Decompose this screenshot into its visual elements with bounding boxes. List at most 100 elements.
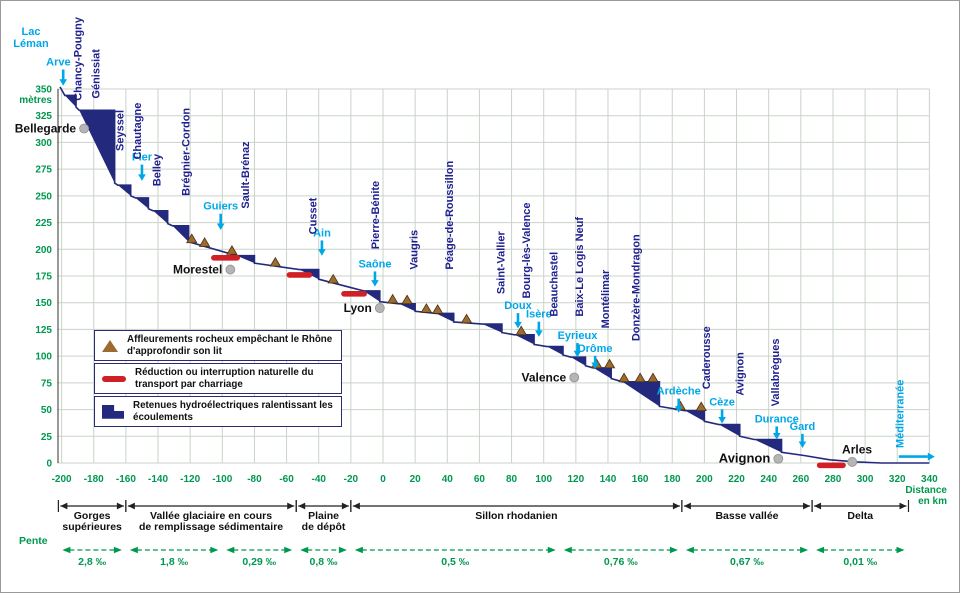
tributary-label: Durance <box>755 413 799 425</box>
dam-label: Donzère-Mondragon <box>630 234 642 341</box>
x-axis-unit: en km <box>918 496 947 507</box>
reservoir-pool <box>153 210 168 224</box>
tributary-arrowhead <box>371 280 379 287</box>
tributary-label: Ardèche <box>657 386 701 398</box>
dam-label: Caderousse <box>701 326 713 389</box>
section-label: Vallée glaciaire en cours <box>150 510 272 522</box>
reservoir-pool <box>79 110 115 184</box>
tributary-arrowhead <box>318 249 326 256</box>
slope-arrowhead <box>338 546 347 554</box>
slope-arrowhead <box>129 546 138 554</box>
section-arrowhead <box>683 502 691 510</box>
rock-outcrop-marker <box>401 294 413 305</box>
x-tick-label: 300 <box>857 474 874 485</box>
x-tick-label: -180 <box>84 474 104 485</box>
tributary-arrowhead <box>514 321 522 329</box>
x-tick-label: 260 <box>792 474 809 485</box>
tributary-label: Doux <box>504 300 532 312</box>
y-tick-label: 0 <box>46 459 52 470</box>
x-tick-label: 120 <box>567 474 584 485</box>
y-tick-label: 50 <box>41 405 53 416</box>
y-tick-label: 325 <box>35 111 52 122</box>
bedload-interruption-marker <box>211 254 240 261</box>
slope-arrowhead <box>62 546 71 554</box>
dam-label: Baix-Le Logis Neuf <box>574 217 586 317</box>
x-tick-label: -140 <box>148 474 168 485</box>
x-tick-label: -60 <box>279 474 294 485</box>
y-tick-label: 125 <box>35 325 52 336</box>
reservoir-pool <box>135 197 149 209</box>
tributary-arrowhead <box>573 350 582 358</box>
reservoir-pool <box>399 303 416 312</box>
river-profile-line <box>59 86 930 464</box>
rock-outcrop-marker <box>327 273 339 284</box>
x-tick-label: -100 <box>212 474 232 485</box>
section-arrowhead <box>341 502 349 510</box>
tributary-arrowhead <box>718 416 726 424</box>
rock-triangle-icon <box>102 339 118 352</box>
dam-label: Seyssel <box>114 110 126 151</box>
slope-arrowhead <box>226 546 235 554</box>
slope-arrowhead <box>800 546 809 554</box>
slope-arrowhead <box>547 546 556 554</box>
city-dot <box>847 457 858 467</box>
tributary-label: Gard <box>790 421 816 433</box>
tributary-arrowhead <box>216 223 225 231</box>
legend: Affleurements rocheux empêchant le Rhône… <box>94 330 342 428</box>
section-arrowhead <box>60 502 68 510</box>
slope-value: 0,8 ‰ <box>310 556 339 568</box>
x-tick-label: 280 <box>825 474 842 485</box>
rock-outcrop-marker <box>269 256 282 267</box>
reservoir-step-icon <box>102 404 124 419</box>
slope-value: 0,01 ‰ <box>843 556 877 568</box>
tributary-arrowhead <box>798 441 807 449</box>
x-tick-label: 160 <box>632 474 649 485</box>
section-arrowhead <box>287 502 295 510</box>
rock-outcrop-marker <box>460 313 473 324</box>
slope-row-label: Pente <box>19 535 48 547</box>
rock-outcrop-marker <box>647 372 659 383</box>
city-dot <box>773 453 784 464</box>
x-axis-unit: Distance <box>905 485 947 496</box>
city-label: Morestel <box>173 263 222 277</box>
slope-value: 0,67 ‰ <box>730 556 764 568</box>
rock-outcrop-marker <box>634 372 646 383</box>
city-dot <box>225 264 236 275</box>
section-label: de remplissage sédimentaire <box>139 521 283 533</box>
x-tick-label: 140 <box>600 474 617 485</box>
x-tick-label: 240 <box>760 474 777 485</box>
y-tick-label: 25 <box>41 432 53 443</box>
city-dot <box>374 303 385 313</box>
legend-item-label: Retenues hydroélectriques ralentissant l… <box>133 400 333 423</box>
slope-arrowhead <box>896 546 905 554</box>
bedload-bar-icon <box>102 375 126 382</box>
y-tick-label: 300 <box>35 138 52 149</box>
section-label: Basse vallée <box>715 510 778 522</box>
dam-label: Cusset <box>307 197 319 234</box>
dam-label: Chancy-Pougny <box>73 16 85 101</box>
tributary-label: Drôme <box>578 343 613 355</box>
tributary-label: Arve <box>46 56 70 68</box>
rock-outcrop-marker <box>186 233 198 244</box>
rock-outcrop-marker <box>695 401 707 412</box>
bedload-interruption-marker <box>341 290 367 297</box>
tributary-arrowhead <box>772 432 781 440</box>
bedload-interruption-marker <box>286 272 313 278</box>
tributary-arrowhead <box>138 174 146 181</box>
rock-outcrop-marker <box>420 303 433 313</box>
tributary-arrowhead <box>535 330 543 337</box>
section-label: supérieures <box>62 521 122 533</box>
city-dot <box>569 372 580 383</box>
tributary-label: Ain <box>313 227 331 239</box>
lake-label: Lac <box>22 26 41 38</box>
y-tick-label: 100 <box>35 352 52 363</box>
x-tick-label: 320 <box>889 474 906 485</box>
slope-value: 2,8 ‰ <box>78 556 107 568</box>
reservoir-pool <box>718 424 740 437</box>
x-tick-label: -80 <box>247 474 262 485</box>
y-tick-label: 175 <box>35 271 52 282</box>
dam-label: Brégnier-Cordon <box>180 108 192 196</box>
slope-arrowhead <box>816 546 825 554</box>
